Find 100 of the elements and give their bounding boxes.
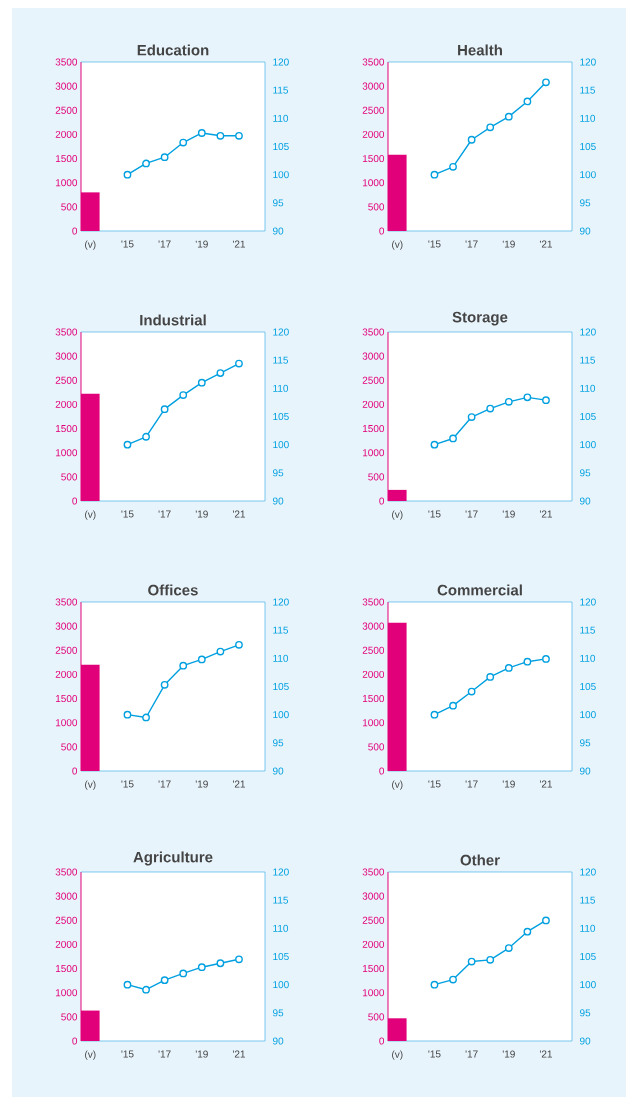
y2-tick-label: 110	[273, 114, 289, 122]
y2-tick-label: 120	[580, 58, 596, 66]
y-tick-label: 0	[72, 227, 78, 235]
y-tick-label: 1500	[362, 965, 385, 973]
y2-tick-label: 120	[580, 328, 596, 336]
point	[235, 640, 243, 649]
y-tick-label: 1500	[55, 965, 78, 973]
y-tick-label: 1500	[55, 695, 78, 703]
y2-tick-label: 120	[273, 328, 289, 336]
x-tick-label: '17	[158, 780, 171, 788]
y-tick-label: 0	[72, 1037, 78, 1045]
point	[197, 963, 206, 972]
y2-tick-label: 100	[580, 171, 596, 179]
y2-tick-label: 115	[580, 356, 596, 364]
y2-tick-label: 120	[273, 598, 289, 606]
x-tick-label: (v)	[85, 510, 96, 520]
y-tick-label: 1500	[362, 695, 385, 703]
point	[197, 129, 206, 137]
y-tick-label: 1000	[55, 719, 78, 727]
x-tick-label: '15	[121, 510, 134, 518]
y2-tick-label: 90	[272, 1037, 284, 1045]
y-tick-label: 1500	[55, 425, 78, 433]
point	[504, 664, 513, 672]
x-tick-label: (v)	[85, 1050, 96, 1060]
y2-tick-label: 90	[579, 767, 591, 775]
x-tick-label: '17	[158, 510, 171, 518]
y2-tick-label: 110	[580, 654, 596, 662]
y-tick-label: 3500	[362, 328, 385, 336]
y-tick-label: 2500	[362, 916, 385, 924]
chart-title: Commercial	[437, 584, 522, 596]
y-tick-label: 3000	[55, 352, 78, 360]
point	[179, 661, 188, 670]
y-tick-label: 3000	[362, 82, 385, 90]
point	[123, 170, 132, 179]
x-tick-label: (v)	[85, 240, 96, 250]
x-tick-label: (v)	[392, 780, 403, 790]
x-tick-label: '21	[232, 240, 246, 248]
y2-tick-label: 105	[580, 952, 596, 961]
y2-tick-label: 110	[273, 654, 289, 662]
y2-tick-label: 95	[579, 1009, 591, 1017]
y2-tick-label: 100	[273, 711, 289, 719]
point	[467, 413, 476, 421]
y2-tick-label: 100	[273, 981, 289, 989]
point	[235, 955, 243, 964]
x-tick-label: '21	[232, 780, 246, 788]
x-tick-label: '19	[195, 1050, 208, 1058]
y-tick-label: 2000	[362, 670, 385, 678]
y-tick-label: 500	[61, 473, 78, 481]
y2-tick-label: 95	[272, 199, 284, 207]
point	[486, 955, 495, 964]
point	[123, 980, 132, 989]
y-tick-label: 1000	[55, 449, 78, 457]
x-tick-label: '17	[465, 510, 478, 518]
x-tick-label: '15	[428, 240, 441, 248]
x-tick-label: '17	[465, 240, 478, 248]
y-tick-label: 1000	[362, 179, 385, 187]
x-tick-label: '21	[539, 240, 552, 248]
y-tick-label: 0	[379, 227, 385, 235]
x-tick-label: '17	[465, 1050, 478, 1058]
point	[542, 78, 550, 87]
point	[179, 138, 188, 147]
point	[504, 944, 513, 952]
y-tick-label: 3000	[55, 82, 78, 90]
point	[449, 701, 457, 710]
y-tick-label: 500	[368, 743, 385, 751]
point	[197, 378, 206, 387]
point	[523, 393, 532, 402]
y-tick-label: 0	[379, 1037, 385, 1045]
point	[430, 710, 439, 719]
point	[523, 97, 532, 106]
y2-tick-label: 95	[579, 199, 591, 207]
y-tick-label: 2500	[55, 106, 78, 114]
y2-tick-label: 110	[580, 114, 596, 122]
x-tick-label: '21	[539, 1050, 552, 1058]
y2-tick-label: 120	[580, 598, 596, 606]
y-tick-label: 2000	[362, 130, 385, 138]
y-tick-label: 1500	[55, 155, 78, 163]
y-tick-label: 3000	[55, 622, 78, 630]
x-tick-label: (v)	[392, 510, 403, 520]
point	[486, 404, 495, 413]
y2-tick-label: 95	[579, 469, 591, 477]
x-tick-label: '17	[158, 1050, 171, 1058]
x-tick-label: '21	[539, 780, 552, 788]
chart-title: Agriculture	[133, 851, 213, 866]
y2-tick-label: 105	[273, 412, 289, 421]
y2-tick-label: 90	[579, 227, 591, 235]
x-tick-label: '19	[502, 780, 515, 788]
y-tick-label: 500	[61, 203, 78, 211]
point	[467, 687, 476, 696]
point	[430, 440, 439, 449]
point	[179, 391, 188, 399]
point	[449, 162, 457, 171]
point	[142, 985, 150, 994]
point	[523, 927, 532, 936]
y-tick-label: 2000	[362, 400, 385, 408]
y2-tick-label: 105	[580, 412, 596, 421]
x-tick-label: '17	[158, 240, 171, 248]
x-tick-label: '17	[465, 780, 478, 788]
y2-tick-label: 105	[580, 682, 596, 691]
y-tick-label: 500	[61, 1013, 78, 1021]
